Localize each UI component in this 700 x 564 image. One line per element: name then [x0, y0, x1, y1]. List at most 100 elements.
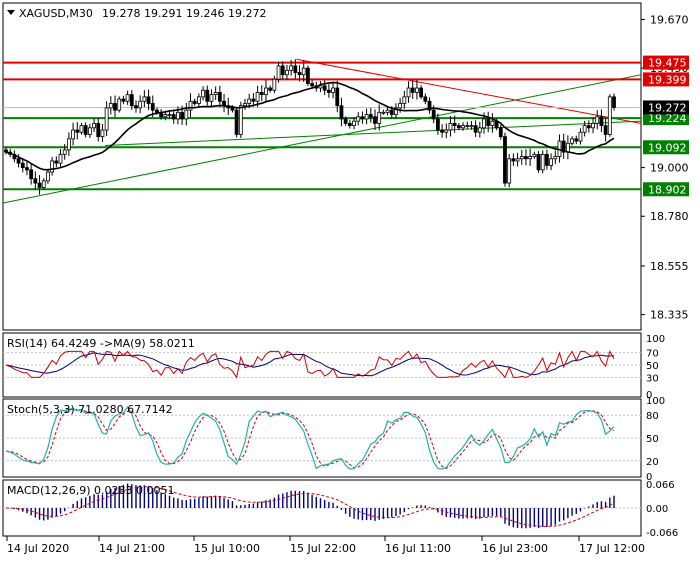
candle-body	[25, 167, 29, 171]
candle-body	[477, 127, 482, 133]
candle-body	[247, 98, 252, 104]
trendline-support-0	[2, 74, 642, 204]
candle-body	[431, 109, 436, 120]
candle-body	[343, 118, 348, 124]
candle-body	[192, 100, 197, 104]
candle-body	[536, 153, 541, 171]
candle-body	[398, 103, 403, 109]
level-label-text: 19.475	[648, 57, 687, 70]
candle-body	[113, 103, 117, 111]
level-label-box	[643, 111, 689, 126]
candle-body	[276, 65, 281, 80]
candle-body	[306, 67, 310, 84]
candle-body	[318, 85, 323, 89]
candle-body	[423, 96, 428, 102]
candle-body	[285, 69, 289, 76]
candle-body	[582, 125, 587, 133]
candle-body	[87, 127, 92, 135]
candle-body	[129, 94, 134, 107]
candle-body	[272, 78, 277, 91]
candle-body	[532, 153, 537, 157]
candle-body	[373, 116, 377, 124]
axis-labels: 19.67019.45019.00018.78018.55518.33519.4…	[6, 13, 689, 555]
candle-body	[406, 87, 411, 98]
candle-body	[486, 118, 491, 126]
main-y-tick-label: 18.335	[650, 309, 689, 322]
macd-title: MACD(12,26,9) 0.0283 0.0051	[7, 484, 175, 497]
candle-body	[50, 160, 55, 173]
candle-body	[58, 153, 63, 164]
candle-body	[394, 107, 398, 115]
candle-body	[435, 118, 440, 131]
candle-body	[176, 111, 180, 120]
candle-body	[310, 83, 314, 87]
candle-body	[591, 122, 595, 129]
candle-body	[62, 149, 67, 155]
main-price-layer	[2, 58, 642, 204]
candle-body	[104, 107, 109, 131]
candle-body	[217, 92, 222, 102]
candle-body	[465, 125, 470, 127]
current-price-box	[643, 100, 689, 115]
candle-body	[180, 111, 185, 120]
macd-layer	[3, 483, 641, 529]
candle-body	[440, 129, 444, 133]
candle-body	[515, 158, 520, 162]
candle-body	[234, 109, 239, 135]
candle-body	[92, 122, 96, 129]
candle-body	[607, 96, 612, 135]
rsi-line	[5, 350, 615, 379]
level-label-text: 19.092	[648, 141, 687, 154]
level-label-text: 18.902	[648, 183, 687, 196]
level-label-box	[643, 55, 689, 70]
candle-body	[209, 94, 214, 102]
candle-body	[448, 122, 453, 131]
candle-body	[96, 122, 101, 138]
candle-body	[524, 156, 528, 160]
macd-y-tick-label: 0.00	[646, 504, 668, 515]
candle-body	[196, 96, 201, 104]
level-label-box	[643, 182, 689, 197]
candle-body	[322, 85, 327, 91]
candle-body	[599, 116, 604, 126]
candle-body	[255, 92, 260, 102]
x-tick-label: 15 Jul 10:00	[194, 542, 260, 555]
x-tick-label: 16 Jul 23:00	[482, 542, 548, 555]
collapse-triangle-icon[interactable]	[7, 10, 15, 15]
candle-body	[360, 116, 365, 120]
candle-body	[540, 153, 545, 171]
candle-body	[326, 89, 331, 93]
rsi-ma-line	[5, 352, 615, 377]
candle-body	[20, 162, 25, 169]
stoch-y-tick-label: 80	[646, 411, 659, 422]
trendline-resistance-2	[296, 58, 642, 124]
candle-body	[503, 136, 507, 184]
main-y-tick-label: 18.555	[650, 260, 689, 273]
candle-body	[293, 65, 298, 73]
candle-body	[595, 116, 600, 124]
candle-body	[410, 87, 415, 93]
level-label-box	[643, 140, 689, 155]
candle-body	[561, 140, 566, 153]
stoch-y-tick-label: 20	[646, 457, 659, 468]
trendline-support-1	[105, 120, 642, 146]
candle-body	[469, 125, 474, 127]
stoch-title: Stoch(5,3,3) 71.0280 67.7142	[7, 403, 173, 416]
rsi-title: RSI(14) 64.4249 ->MA(9) 58.0211	[7, 337, 195, 350]
candle-body	[507, 158, 512, 184]
candle-body	[578, 131, 583, 142]
candle-body	[71, 129, 75, 140]
candle-body	[243, 103, 247, 107]
macd-y-tick-label: 0.066	[646, 480, 675, 491]
candle-body	[570, 138, 574, 144]
candle-body	[473, 125, 478, 133]
candle-body	[171, 114, 176, 120]
candle-body	[280, 65, 285, 76]
candle-body	[377, 111, 382, 124]
candle-body	[545, 153, 549, 166]
candle-body	[339, 105, 344, 120]
rsi-layer	[3, 350, 641, 379]
candle-body	[364, 114, 369, 120]
x-tick-label: 14 Jul 2020	[7, 542, 69, 555]
